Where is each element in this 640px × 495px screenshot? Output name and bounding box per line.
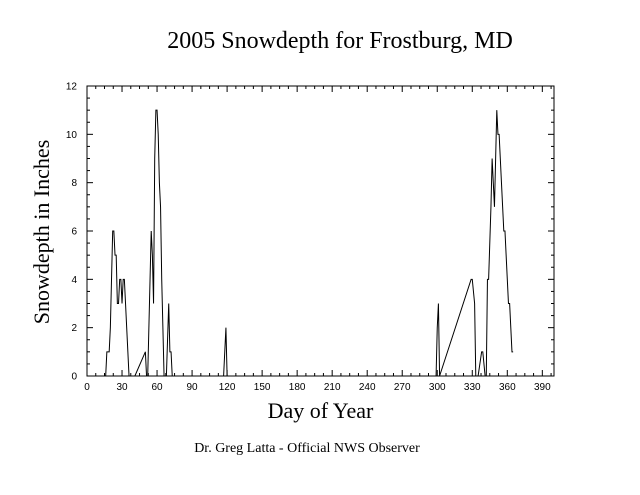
y-tick-label: 0 (71, 372, 77, 383)
series-layer (88, 109, 514, 377)
y-tick-label: 6 (71, 227, 77, 238)
x-tick-label: 30 (116, 382, 128, 393)
x-tick-label: 120 (219, 382, 236, 393)
x-tick-label: 330 (464, 382, 481, 393)
x-axis-label: Day of Year (267, 398, 374, 423)
footer-credit: Dr. Greg Latta - Official NWS Observer (194, 441, 420, 456)
x-tick-label: 0 (84, 382, 90, 393)
y-tick-label: 8 (71, 178, 77, 189)
x-tick-label: 240 (359, 382, 376, 393)
x-tick-label: 360 (499, 382, 516, 393)
chart-title: 2005 Snowdepth for Frostburg, MD (167, 28, 513, 54)
x-tick-label: 180 (289, 382, 306, 393)
x-tick-label: 210 (324, 382, 341, 393)
x-tick-label: 150 (254, 382, 271, 393)
plot-frame (86, 85, 555, 377)
y-tick-label: 4 (71, 275, 77, 286)
x-tick-label: 270 (394, 382, 411, 393)
series-line-0 (88, 109, 514, 377)
y-tick-label: 10 (66, 130, 78, 141)
x-tick-label: 60 (151, 382, 163, 393)
y-tick-label: 2 (71, 323, 77, 334)
x-tick-label: 300 (429, 382, 446, 393)
x-tick-label: 90 (187, 382, 199, 393)
y-tick-label: 12 (66, 82, 78, 93)
x-tick-label: 390 (534, 382, 551, 393)
